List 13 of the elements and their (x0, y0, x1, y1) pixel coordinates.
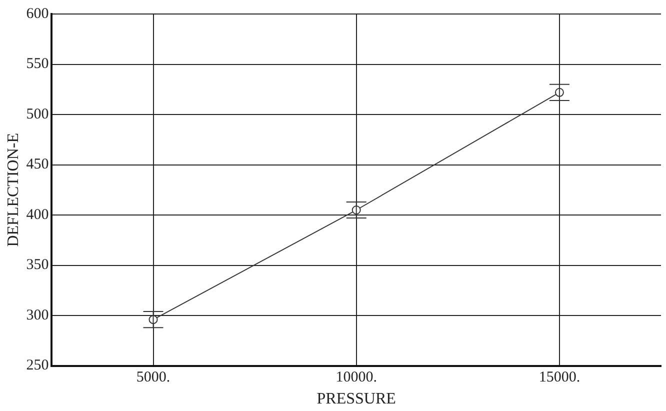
y-tick-label: 350 (26, 257, 49, 274)
x-tick-label: 15000. (538, 370, 580, 386)
y-tick-label: 300 (26, 307, 49, 324)
y-tick-label: 500 (26, 106, 49, 122)
x-axis-title: PRESSURE (316, 390, 396, 408)
y-tick-label: 250 (26, 358, 49, 374)
y-tick-label: 450 (26, 156, 49, 173)
y-axis-title: DEFLECTION-E (4, 133, 22, 247)
y-tick-label: 400 (26, 206, 49, 223)
y-tick-label: 550 (26, 56, 49, 72)
x-tick-label: 10000. (336, 370, 377, 386)
y-tick-label: 600 (26, 6, 49, 22)
x-tick-label: 5000. (136, 370, 170, 386)
